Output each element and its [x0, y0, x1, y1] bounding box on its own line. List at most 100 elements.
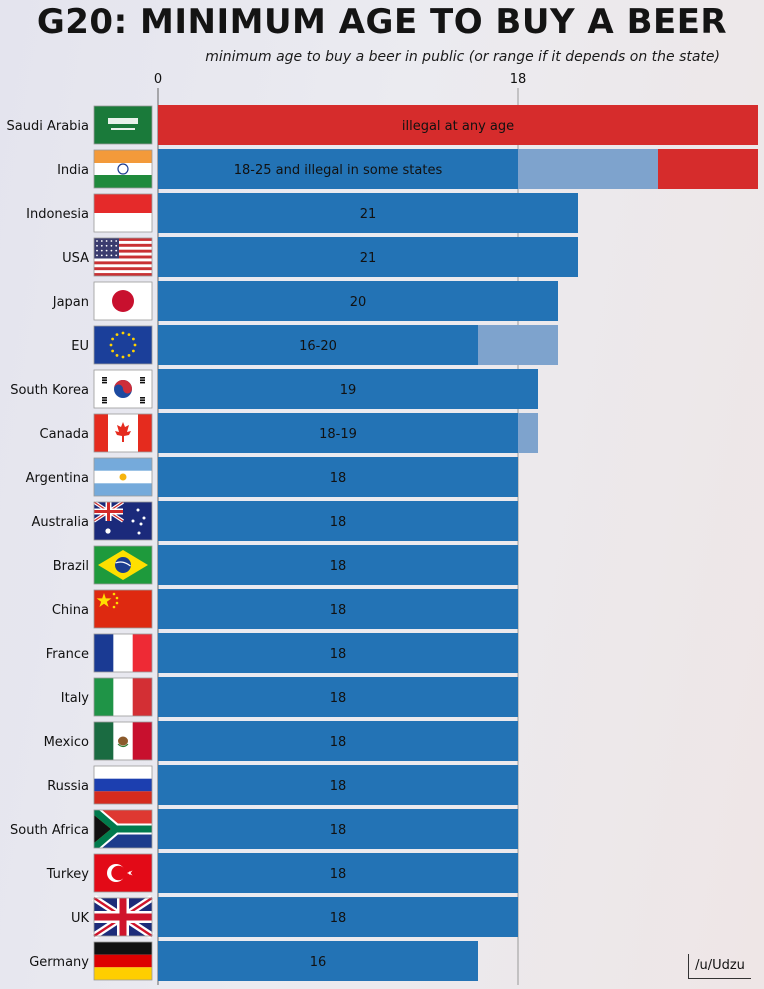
south-africa-flag	[93, 809, 153, 849]
age-bar	[158, 589, 518, 629]
france-flag	[93, 633, 153, 673]
age-bar	[158, 941, 478, 981]
age-bar	[158, 897, 518, 937]
chart-row: EU 16-20	[71, 325, 558, 365]
bar-value-label: 18	[330, 823, 347, 838]
age-bar	[158, 237, 578, 277]
chart-row: Turkey 18	[46, 853, 518, 893]
chart-row: USA 21	[62, 237, 578, 277]
chart-row: India 18-25 and illegal in some states	[57, 149, 758, 189]
chart-row: Mexico 18	[44, 721, 518, 761]
chart-row: Japan 20	[52, 281, 558, 321]
country-label: USA	[62, 251, 89, 266]
indonesia-flag	[93, 193, 153, 233]
russia-flag	[93, 765, 153, 805]
age-bar	[158, 853, 518, 893]
eu-flag	[93, 325, 153, 365]
age-bar	[158, 501, 518, 541]
australia-flag	[93, 500, 153, 541]
age-bar	[158, 765, 518, 805]
bar-value-label: 18	[330, 603, 347, 618]
brazil-flag	[93, 545, 153, 585]
bar-value-label: 21	[360, 251, 377, 266]
country-label: Indonesia	[26, 207, 89, 222]
bar-value-label: 18	[330, 867, 347, 882]
bar-value-label: 18	[330, 691, 347, 706]
age-range-bar	[518, 413, 538, 453]
chart-row: France 18	[46, 633, 518, 673]
country-label: India	[57, 163, 89, 178]
chart-subtitle: minimum age to buy a beer in public (or …	[205, 49, 720, 65]
mexico-flag	[93, 721, 153, 761]
bar-value-label: 21	[360, 207, 377, 222]
chart-row: South Korea 19	[10, 369, 538, 409]
china-flag	[93, 589, 153, 629]
chart-row: Saudi Arabia illegal at any age	[7, 105, 758, 145]
age-range-bar	[518, 149, 658, 189]
bar-value-label: 18	[330, 911, 347, 926]
saudi-arabia-flag	[93, 105, 153, 145]
chart-row: China 18	[52, 589, 518, 629]
age-bar	[158, 545, 518, 585]
age-bar	[158, 633, 518, 673]
country-label: Japan	[52, 295, 89, 310]
country-label: Brazil	[53, 559, 89, 574]
bar-value-label: 20	[350, 295, 367, 310]
country-label: Italy	[61, 691, 90, 706]
bar-value-label: 18-25 and illegal in some states	[234, 163, 443, 178]
country-label: China	[52, 603, 89, 618]
chart-row: South Africa 18	[10, 809, 518, 849]
age-bar	[158, 721, 518, 761]
chart-row: UK 18	[71, 895, 518, 939]
country-label: South Africa	[10, 823, 89, 838]
chart-row: Argentina 18	[26, 457, 518, 497]
germany-flag	[93, 941, 153, 981]
bar-value-label: 18	[330, 735, 347, 750]
uk-flag	[92, 895, 154, 939]
argentina-flag	[93, 457, 153, 497]
turkey-flag	[93, 853, 153, 893]
x-tick-label: 0	[154, 72, 162, 87]
bar-value-label: 19	[340, 383, 357, 398]
country-label: Australia	[31, 515, 89, 530]
bar-value-label: 16	[310, 955, 327, 970]
bar-value-label: 18-19	[319, 427, 357, 442]
canada-flag	[93, 413, 153, 453]
chart-row: Canada 18-19	[40, 413, 538, 453]
india-flag	[93, 149, 153, 189]
usa-flag	[93, 237, 153, 277]
age-bar	[158, 809, 518, 849]
chart-row: Australia 18	[31, 500, 518, 541]
bar-value-label: 18	[330, 779, 347, 794]
country-label: Canada	[40, 427, 89, 442]
country-label: South Korea	[10, 383, 89, 398]
age-bar	[158, 413, 518, 453]
age-bar	[158, 281, 558, 321]
bar-value-label: 18	[330, 471, 347, 486]
country-label: Mexico	[44, 735, 89, 750]
bar-value-label: 16-20	[299, 339, 337, 354]
illegal-bar	[158, 105, 758, 145]
chart-row: Russia 18	[47, 765, 518, 805]
south-korea-flag	[93, 369, 153, 409]
japan-flag	[93, 281, 153, 321]
italy-flag	[93, 677, 153, 717]
bar-value-label: 18	[330, 559, 347, 574]
age-bar	[158, 193, 578, 233]
x-tick-label: 18	[510, 72, 527, 87]
chart-row: Brazil 18	[53, 545, 518, 585]
country-label: Argentina	[26, 471, 89, 486]
country-label: Russia	[47, 779, 89, 794]
country-label: Turkey	[46, 867, 90, 882]
chart-row: Italy 18	[61, 677, 518, 717]
age-bar	[158, 677, 518, 717]
chart-row: Indonesia 21	[26, 193, 578, 233]
chart-title: G20: MINIMUM AGE TO BUY A BEER	[36, 2, 728, 42]
country-label: UK	[71, 911, 90, 926]
country-label: EU	[71, 339, 89, 354]
country-label: Saudi Arabia	[7, 119, 90, 134]
bar-value-label: 18	[330, 515, 347, 530]
bar-value-label: 18	[330, 647, 347, 662]
age-bar	[158, 149, 518, 189]
